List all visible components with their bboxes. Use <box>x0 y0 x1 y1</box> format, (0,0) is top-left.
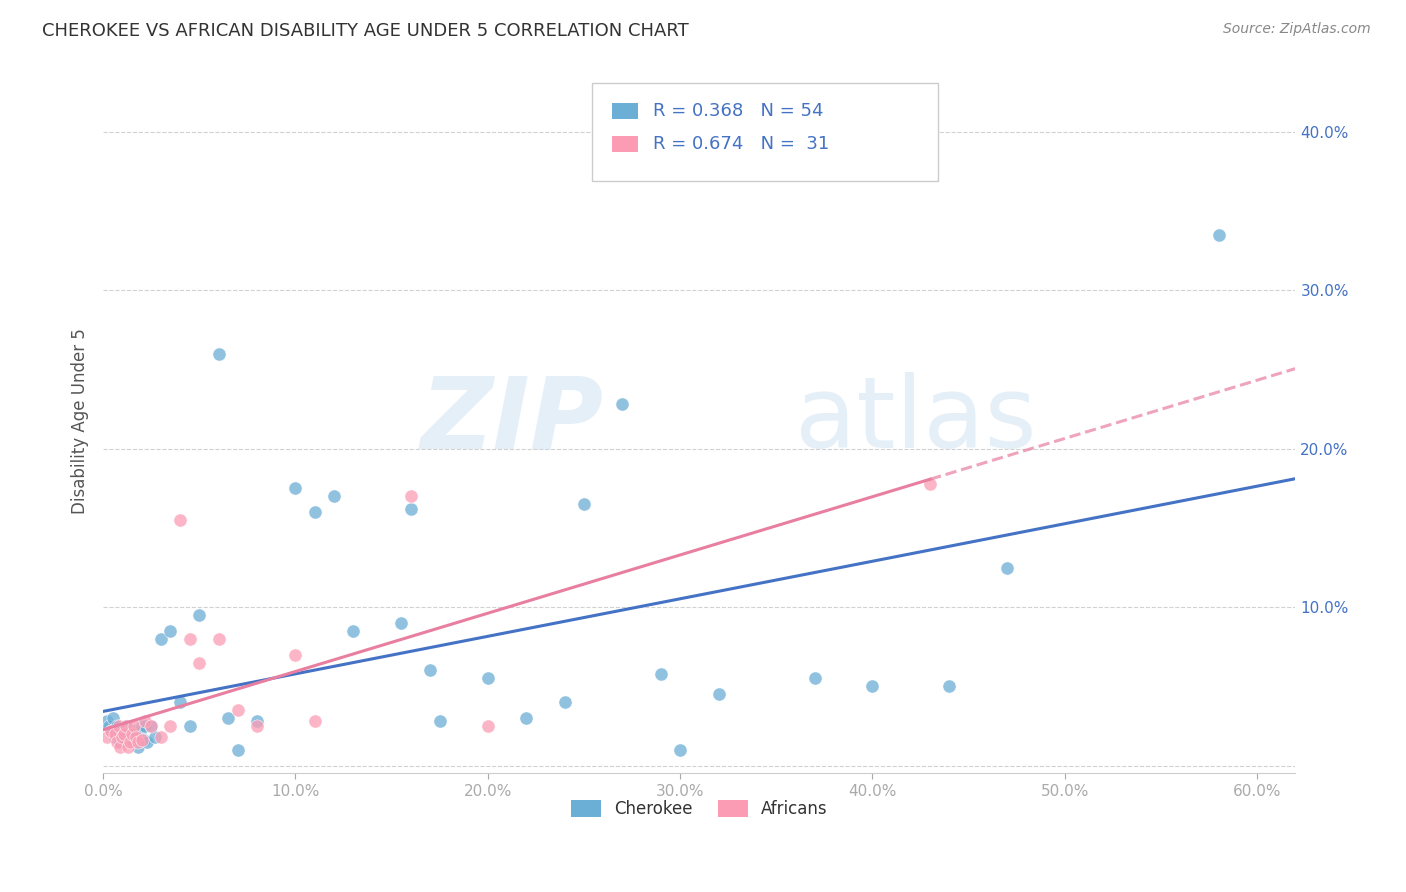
Point <box>399 489 422 503</box>
Point <box>112 730 135 744</box>
Text: CHEROKEE VS AFRICAN DISABILITY AGE UNDER 5 CORRELATION CHART: CHEROKEE VS AFRICAN DISABILITY AGE UNDER… <box>42 22 689 40</box>
FancyBboxPatch shape <box>592 83 938 181</box>
Point <box>132 733 155 747</box>
Point <box>226 742 249 756</box>
Point <box>111 730 134 744</box>
Point <box>111 727 134 741</box>
Point <box>803 672 825 686</box>
Point <box>918 476 941 491</box>
Point <box>97 719 120 733</box>
Point <box>136 735 159 749</box>
Point <box>143 730 166 744</box>
Point <box>1208 227 1230 242</box>
Point <box>304 505 326 519</box>
Point <box>179 632 201 646</box>
Point <box>246 719 269 733</box>
Point <box>110 739 132 754</box>
Text: Source: ZipAtlas.com: Source: ZipAtlas.com <box>1223 22 1371 37</box>
Point <box>169 513 191 527</box>
Point <box>117 727 139 741</box>
Text: ZIP: ZIP <box>420 373 605 469</box>
Point <box>134 719 156 733</box>
Point <box>389 615 412 630</box>
Point <box>125 727 148 741</box>
Point <box>100 723 122 738</box>
Point <box>207 632 229 646</box>
Point <box>141 719 163 733</box>
Text: atlas: atlas <box>794 373 1036 469</box>
Point <box>477 672 499 686</box>
Point <box>650 666 672 681</box>
Point <box>96 730 118 744</box>
Point <box>207 346 229 360</box>
FancyBboxPatch shape <box>612 103 638 119</box>
Point <box>149 632 172 646</box>
Point <box>159 719 181 733</box>
Point <box>995 560 1018 574</box>
Point <box>121 733 143 747</box>
Point <box>322 489 344 503</box>
Y-axis label: Disability Age Under 5: Disability Age Under 5 <box>72 328 89 514</box>
Point <box>105 719 128 733</box>
Point <box>669 742 692 756</box>
Text: R = 0.368   N = 54: R = 0.368 N = 54 <box>652 102 824 120</box>
Point <box>115 719 138 733</box>
Point <box>131 719 153 733</box>
Point <box>101 711 124 725</box>
Point <box>429 714 451 728</box>
Point <box>96 714 118 728</box>
Point <box>125 730 148 744</box>
Point <box>477 719 499 733</box>
Point <box>117 739 139 754</box>
Point <box>284 648 307 662</box>
Point <box>118 730 141 744</box>
Point <box>304 714 326 728</box>
Point <box>118 735 141 749</box>
Point <box>554 695 576 709</box>
Point <box>707 687 730 701</box>
Point <box>284 481 307 495</box>
Point <box>572 497 595 511</box>
Point <box>399 502 422 516</box>
Point <box>100 723 122 738</box>
Point <box>159 624 181 638</box>
Point <box>110 735 132 749</box>
Point <box>122 723 145 738</box>
Point <box>515 711 537 725</box>
Legend: Cherokee, Africans: Cherokee, Africans <box>564 794 834 825</box>
Point <box>612 397 634 411</box>
Point <box>860 679 883 693</box>
Point <box>149 730 172 744</box>
Point <box>127 735 149 749</box>
Point <box>107 723 129 738</box>
Point <box>179 719 201 733</box>
Point <box>121 727 143 741</box>
Point <box>141 719 163 733</box>
Point <box>131 733 153 747</box>
Point <box>246 714 269 728</box>
Text: R = 0.674   N =  31: R = 0.674 N = 31 <box>652 135 830 153</box>
Point <box>342 624 364 638</box>
Point <box>127 739 149 754</box>
Point <box>226 703 249 717</box>
Point <box>419 664 441 678</box>
Point <box>104 727 127 741</box>
Point <box>938 679 960 693</box>
Point <box>128 723 150 738</box>
Point <box>115 719 138 733</box>
Point <box>169 695 191 709</box>
Point <box>112 727 135 741</box>
Point <box>188 656 211 670</box>
Point <box>122 719 145 733</box>
FancyBboxPatch shape <box>612 136 638 152</box>
Point <box>217 711 239 725</box>
Point <box>188 607 211 622</box>
Point <box>107 719 129 733</box>
Point <box>134 714 156 728</box>
Point <box>104 730 127 744</box>
Point <box>105 735 128 749</box>
